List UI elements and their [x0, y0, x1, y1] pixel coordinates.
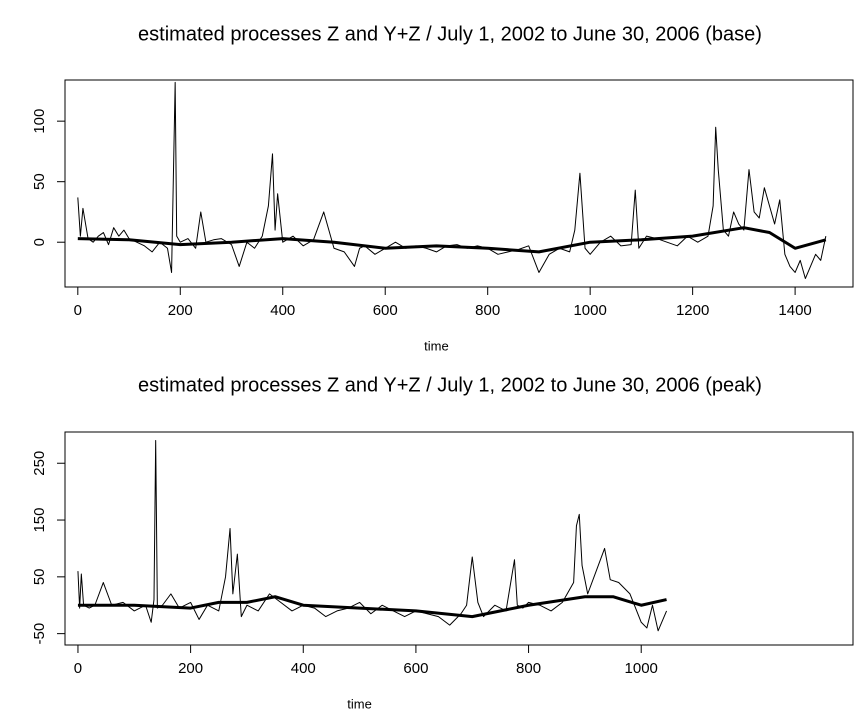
x-tick-label: 200	[168, 302, 193, 319]
chart-title: estimated processes Z and Y+Z / July 1, …	[138, 23, 762, 45]
x-tick-label: 1200	[676, 302, 709, 319]
chart-title: estimated processes Z and Y+Z / July 1, …	[138, 374, 762, 396]
x-axis-label: time	[424, 338, 449, 353]
x-tick-label: 400	[270, 302, 295, 319]
y-tick-label: 250	[31, 451, 48, 476]
y-tick-label: 50	[31, 568, 48, 585]
x-tick-label: 0	[74, 660, 82, 677]
series-line	[77, 226, 827, 254]
x-tick-label: 1400	[778, 302, 811, 319]
plot-frame	[64, 79, 854, 288]
y-tick-label: -50	[31, 623, 48, 645]
series-line	[77, 595, 667, 619]
x-tick-label: 1000	[625, 660, 658, 677]
x-tick-label: 600	[373, 302, 398, 319]
x-tick-label: 800	[516, 660, 541, 677]
y-tick-label: 50	[31, 173, 48, 190]
x-tick-label: 400	[291, 660, 316, 677]
x-axis-label: time	[347, 696, 372, 709]
plot-frame	[64, 431, 854, 646]
series-line	[77, 81, 827, 280]
x-tick-label: 1000	[573, 302, 606, 319]
series-line	[77, 440, 668, 632]
x-tick-label: 800	[475, 302, 500, 319]
y-tick-label: 0	[31, 238, 48, 246]
y-tick-label: 150	[31, 508, 48, 533]
x-tick-label: 0	[74, 302, 82, 319]
x-tick-label: 600	[403, 660, 428, 677]
y-tick-label: 100	[31, 109, 48, 134]
x-tick-label: 200	[178, 660, 203, 677]
